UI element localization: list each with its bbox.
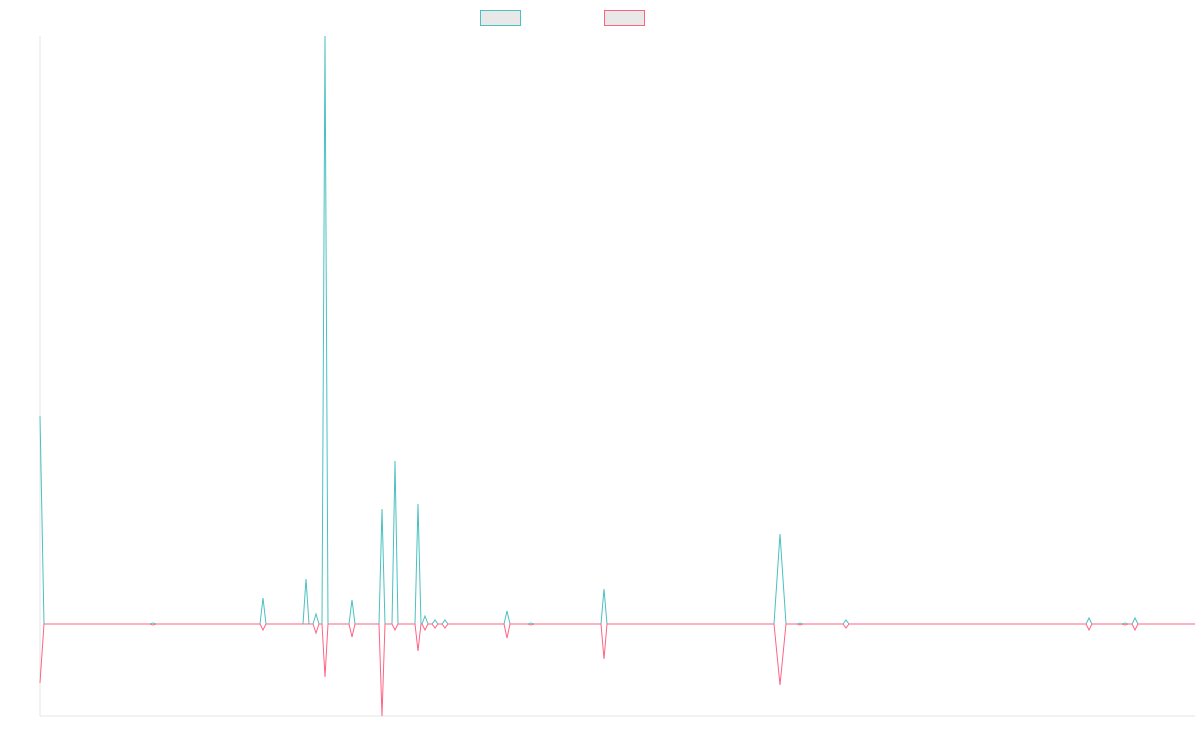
series-line [39,623,1195,717]
legend-swatch [480,10,521,26]
legend-swatch [604,10,645,26]
series-line [39,35,1195,625]
